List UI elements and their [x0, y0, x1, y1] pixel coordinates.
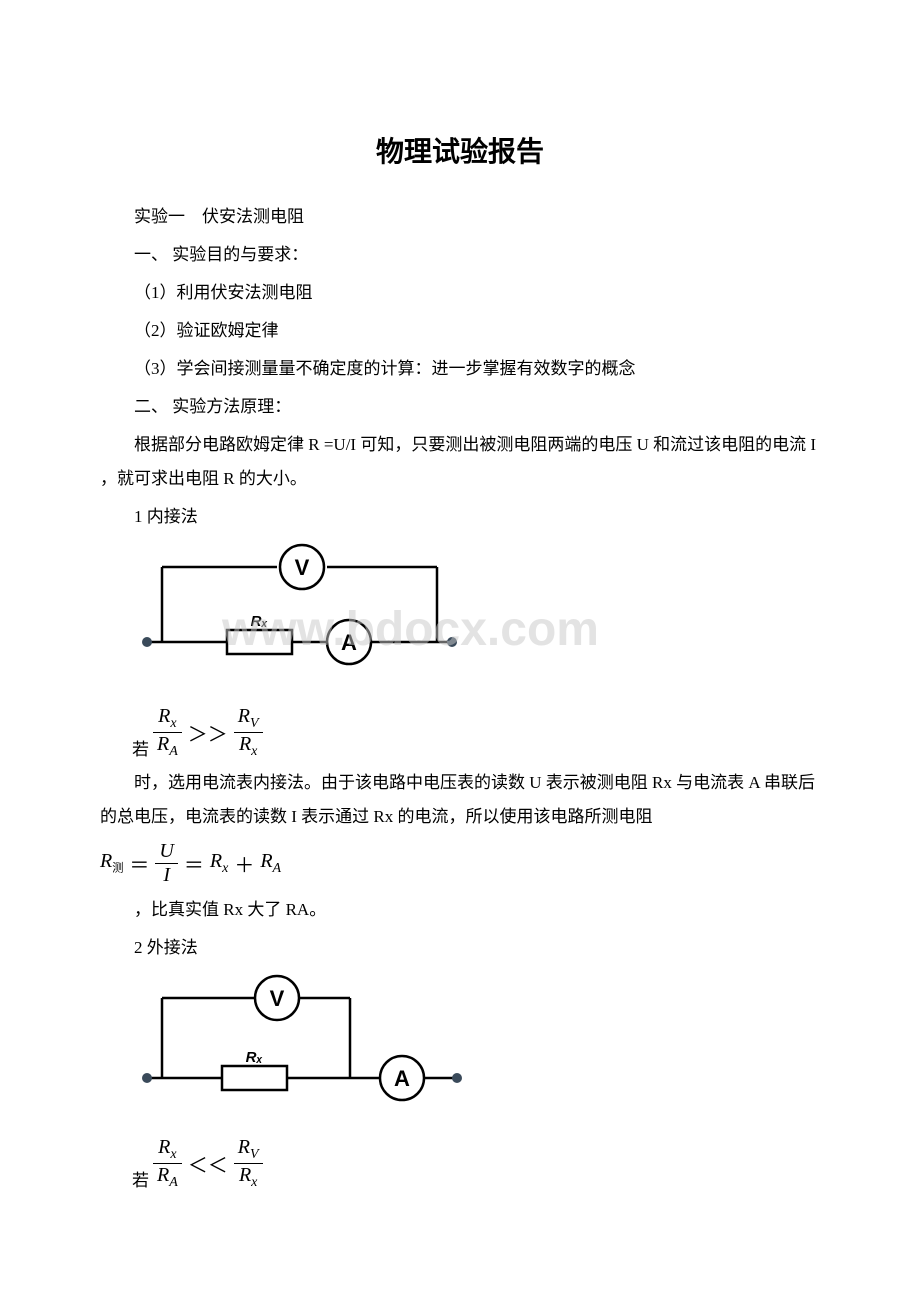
method1-result: ，比真实值 Rx 大了 RA。 [100, 893, 820, 927]
inequality-2: 若 Rx RA ＜＜ RV Rx [132, 1136, 820, 1191]
method-intro: 根据部分电路欧姆定律 R =U/I 可知，只要测出被测电阻两端的电压 U 和流过… [100, 428, 820, 496]
svg-text:Rₓ: Rₓ [246, 1049, 263, 1066]
circuit-diagram-1: V Rₓ A www.bdocx.com [132, 542, 820, 697]
experiment-name: 实验一 伏安法测电阻 [100, 200, 820, 234]
purpose-item-2: （2）验证欧姆定律 [100, 314, 820, 348]
svg-text:A: A [394, 1066, 410, 1091]
method-header: 二、 实验方法原理： [100, 390, 820, 424]
svg-text:V: V [295, 555, 310, 580]
circuit-diagram-2: V Rₓ A [132, 973, 820, 1128]
method2-label: 2 外接法 [100, 931, 820, 965]
purpose-header: 一、 实验目的与要求： [100, 238, 820, 272]
method1-text: 时，选用电流表内接法。由于该电路中电压表的读数 U 表示被测电阻 Rx 与电流表… [100, 766, 820, 834]
equation-r-measured: R测 ＝ U I ＝ Rx ＋ RA [100, 840, 820, 887]
svg-text:Rₓ: Rₓ [251, 613, 268, 630]
page-title: 物理试验报告 [100, 130, 820, 170]
svg-text:V: V [270, 986, 285, 1011]
svg-text:A: A [341, 630, 357, 655]
purpose-item-3: （3）学会间接测量量不确定度的计算：进一步掌握有效数字的概念 [100, 352, 820, 386]
method1-label: 1 内接法 [100, 500, 820, 534]
purpose-item-1: （1）利用伏安法测电阻 [100, 276, 820, 310]
inequality-1: 若 Rx RA ＞＞ RV Rx [132, 705, 820, 760]
